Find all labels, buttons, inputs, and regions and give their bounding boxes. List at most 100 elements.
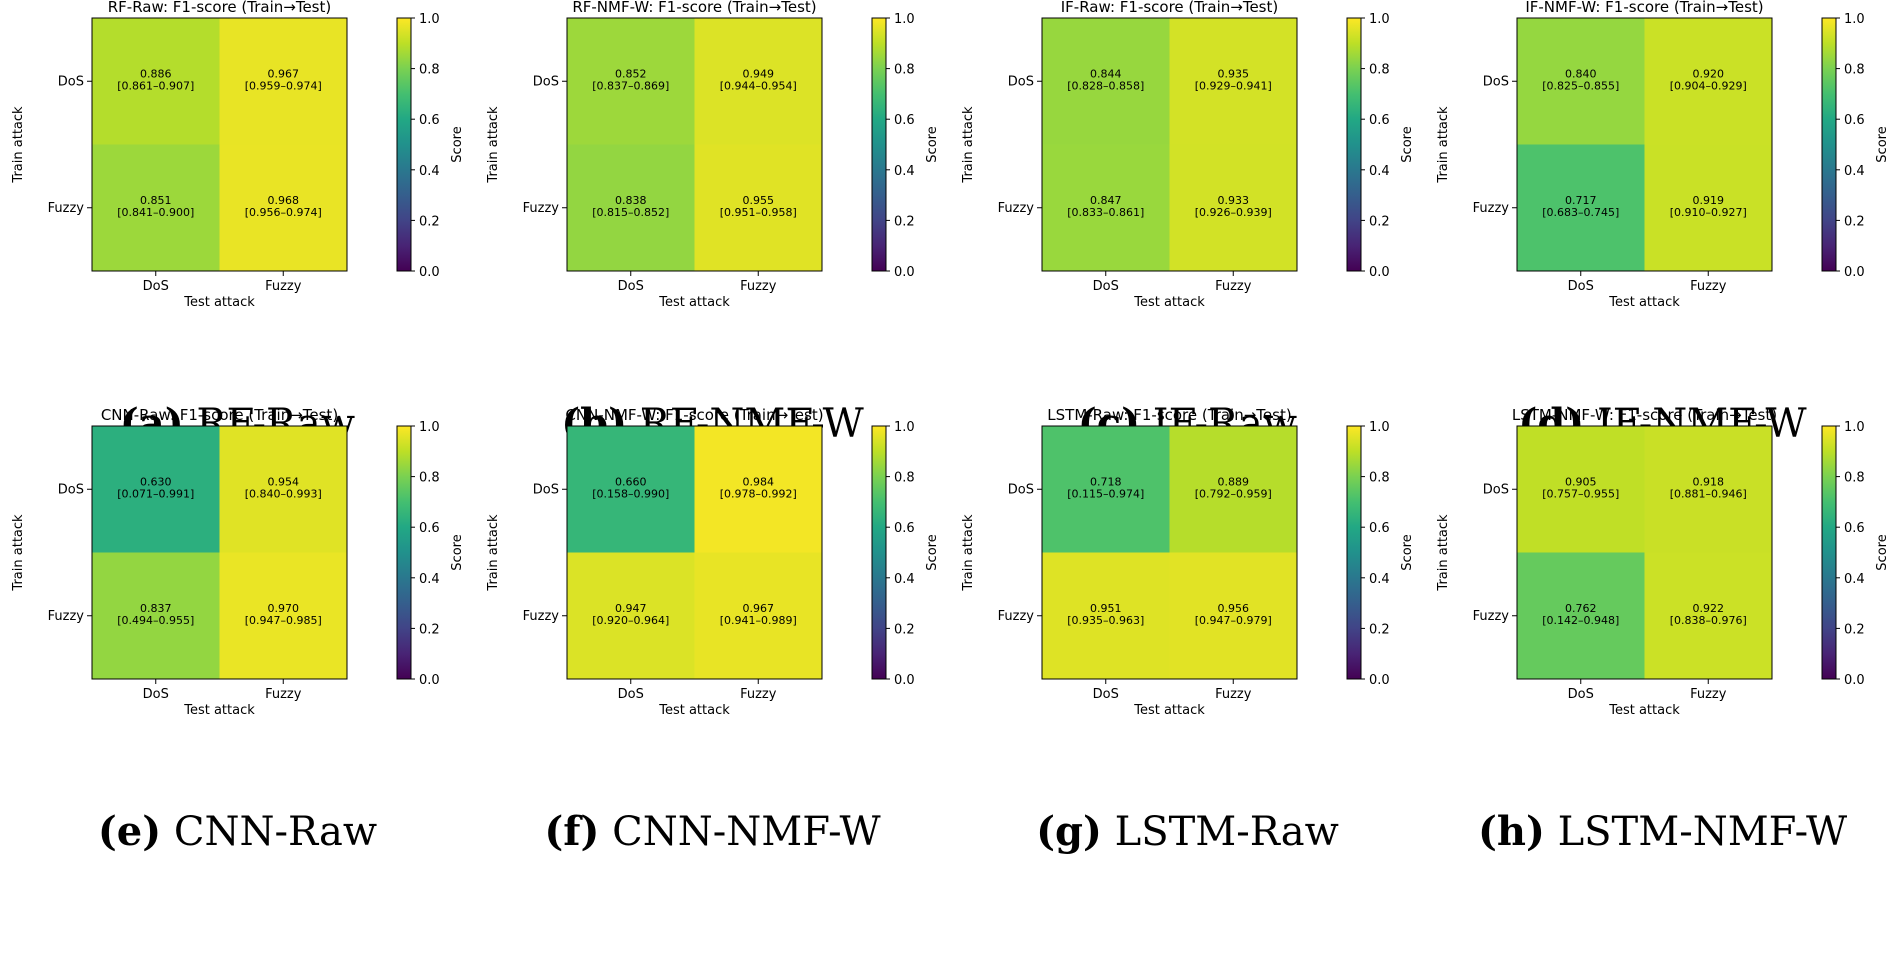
- axes-frame: [1041, 425, 1298, 680]
- colorbar-tick-label: 0.6: [894, 113, 915, 128]
- heatmap-cell: [694, 18, 822, 145]
- cell-ci-label: [0.828–0.858]: [1067, 79, 1144, 92]
- cell-value-label: 0.886: [140, 67, 172, 80]
- y-tick-label: Fuzzy: [48, 609, 85, 624]
- cell-value-label: 0.837: [140, 602, 172, 615]
- x-tick-label: Fuzzy: [1690, 687, 1727, 702]
- cell-value-label: 0.947: [615, 602, 647, 615]
- colorbar-tick-label: 1.0: [1369, 420, 1390, 435]
- cell-value-label: 0.967: [743, 602, 775, 615]
- colorbar: [1821, 425, 1837, 680]
- cell-ci-label: [0.683–0.745]: [1542, 206, 1619, 219]
- panel-rf-nmf-w: RF-NMF-W: F1-score (Train→Test) 0.852 [0.8…: [475, 0, 950, 476]
- chart-title: IF-NMF-W: F1-score (Train→Test): [1525, 0, 1763, 16]
- colorbar-tick-label: 0.0: [894, 673, 915, 688]
- chart-title: LSTM-Raw: F1-score (Train→Test): [1047, 406, 1291, 424]
- colorbar-tick-label: 1.0: [419, 12, 440, 27]
- colorbar-label: Score: [450, 534, 465, 570]
- x-tick-label: DoS: [1093, 687, 1119, 702]
- cell-value-label: 0.967: [268, 67, 300, 80]
- y-tick-label: Fuzzy: [998, 201, 1035, 216]
- colorbar-tick-label: 0.6: [1369, 521, 1390, 536]
- x-tick-label: DoS: [618, 687, 644, 702]
- y-axis-label: Train attack: [486, 106, 501, 184]
- y-tick-label: Fuzzy: [48, 201, 85, 216]
- colorbar-tick-label: 0.8: [419, 63, 440, 78]
- heatmap-if-raw: IF-Raw: F1-score (Train→Test) 0.844[0.828…: [961, 0, 1415, 310]
- heatmap-cell: [1644, 18, 1772, 145]
- heatmap-cell: [92, 552, 220, 679]
- heatmap-cell: [1644, 144, 1772, 271]
- y-tick-label: DoS: [533, 482, 559, 497]
- colorbar-tick-label: 0.4: [894, 164, 915, 179]
- cell-ci-label: [0.951–0.958]: [720, 206, 797, 219]
- colorbar-tick-label: 1.0: [894, 12, 915, 27]
- cell-value-label: 0.844: [1090, 67, 1122, 80]
- heatmap-cell: [219, 426, 347, 553]
- colorbar-label: Score: [925, 534, 940, 570]
- subfigure-caption: (g) LSTM-Raw: [950, 808, 1425, 855]
- cell-ci-label: [0.142–0.948]: [1542, 614, 1619, 627]
- chart-title: RF-Raw: F1-score (Train→Test): [108, 0, 331, 16]
- cell-ci-label: [0.115–0.974]: [1067, 487, 1144, 500]
- chart-title: CNN-Raw: F1-score (Train→Test): [101, 406, 338, 424]
- cell-value-label: 0.660: [615, 475, 647, 488]
- cell-ci-label: [0.840–0.993]: [245, 487, 322, 500]
- heatmap-cell: [92, 426, 220, 553]
- axes-frame: [1516, 17, 1773, 272]
- x-axis-label: Test attack: [1133, 295, 1205, 310]
- cell-ci-label: [0.833–0.861]: [1067, 206, 1144, 219]
- cell-value-label: 0.954: [268, 475, 300, 488]
- heatmap-cell: [1042, 426, 1170, 553]
- x-tick-label: Fuzzy: [265, 687, 302, 702]
- heatmap-cell: [1169, 426, 1297, 553]
- cell-value-label: 0.905: [1565, 475, 1597, 488]
- colorbar-tick-label: 0.8: [1369, 471, 1390, 486]
- cell-ci-label: [0.947–0.985]: [245, 614, 322, 627]
- y-tick-label: Fuzzy: [523, 609, 560, 624]
- colorbar: [871, 17, 887, 272]
- cell-value-label: 0.920: [1693, 67, 1725, 80]
- caption-text: LSTM-NMF-W: [1544, 809, 1848, 855]
- cell-ci-label: [0.841–0.900]: [117, 206, 194, 219]
- x-tick-label: DoS: [1568, 687, 1594, 702]
- heatmap-if-nmf-w: IF-NMF-W: F1-score (Train→Test) 0.840[0.8…: [1436, 0, 1890, 310]
- colorbar-tick-label: 0.0: [1844, 673, 1865, 688]
- y-tick-label: DoS: [1483, 482, 1509, 497]
- colorbar: [396, 425, 412, 680]
- cell-value-label: 0.970: [268, 602, 300, 615]
- heatmap-cell: [219, 552, 347, 679]
- panel-if-nmf-w: IF-NMF-W: F1-score (Train→Test) 0.840 [0.8…: [1425, 0, 1900, 476]
- x-tick-label: Fuzzy: [265, 279, 302, 294]
- subfigure-caption: (h) LSTM-NMF-W: [1425, 808, 1900, 855]
- heatmap-cell: [1517, 18, 1645, 145]
- heatmap-cell: [219, 18, 347, 145]
- heatmap-cell: [1644, 552, 1772, 679]
- x-tick-label: Fuzzy: [740, 687, 777, 702]
- colorbar-tick-label: 1.0: [894, 420, 915, 435]
- subfigure-caption: (e) CNN-Raw: [0, 808, 475, 855]
- colorbar-tick-label: 0.4: [1844, 164, 1865, 179]
- y-tick-label: DoS: [58, 74, 84, 89]
- y-axis-label: Train attack: [961, 514, 976, 592]
- colorbar-tick-label: 0.2: [1369, 622, 1390, 637]
- heatmap-cell: [1169, 144, 1297, 271]
- chart-title: RF-NMF-W: F1-score (Train→Test): [572, 0, 816, 16]
- cell-ci-label: [0.959–0.974]: [245, 79, 322, 92]
- cell-value-label: 0.935: [1218, 67, 1250, 80]
- heatmap-cell: [92, 144, 220, 271]
- panel-cnn-raw: CNN-Raw: F1-score (Train→Test) 0.630 [0.07…: [0, 406, 475, 884]
- cell-ci-label: [0.792–0.959]: [1195, 487, 1272, 500]
- heatmap-cell: [1517, 552, 1645, 679]
- colorbar: [1821, 17, 1837, 272]
- y-axis-label: Train attack: [1436, 514, 1451, 592]
- heatmap-cnn-raw: CNN-Raw: F1-score (Train→Test) 0.630[0.07…: [11, 406, 465, 718]
- x-tick-label: Fuzzy: [1215, 687, 1252, 702]
- colorbar-tick-label: 0.2: [1844, 214, 1865, 229]
- colorbar-tick-label: 0.6: [1844, 113, 1865, 128]
- y-tick-label: DoS: [533, 74, 559, 89]
- x-tick-label: Fuzzy: [740, 279, 777, 294]
- colorbar: [396, 17, 412, 272]
- colorbar-label: Score: [1400, 126, 1415, 162]
- colorbar-tick-label: 0.8: [1844, 471, 1865, 486]
